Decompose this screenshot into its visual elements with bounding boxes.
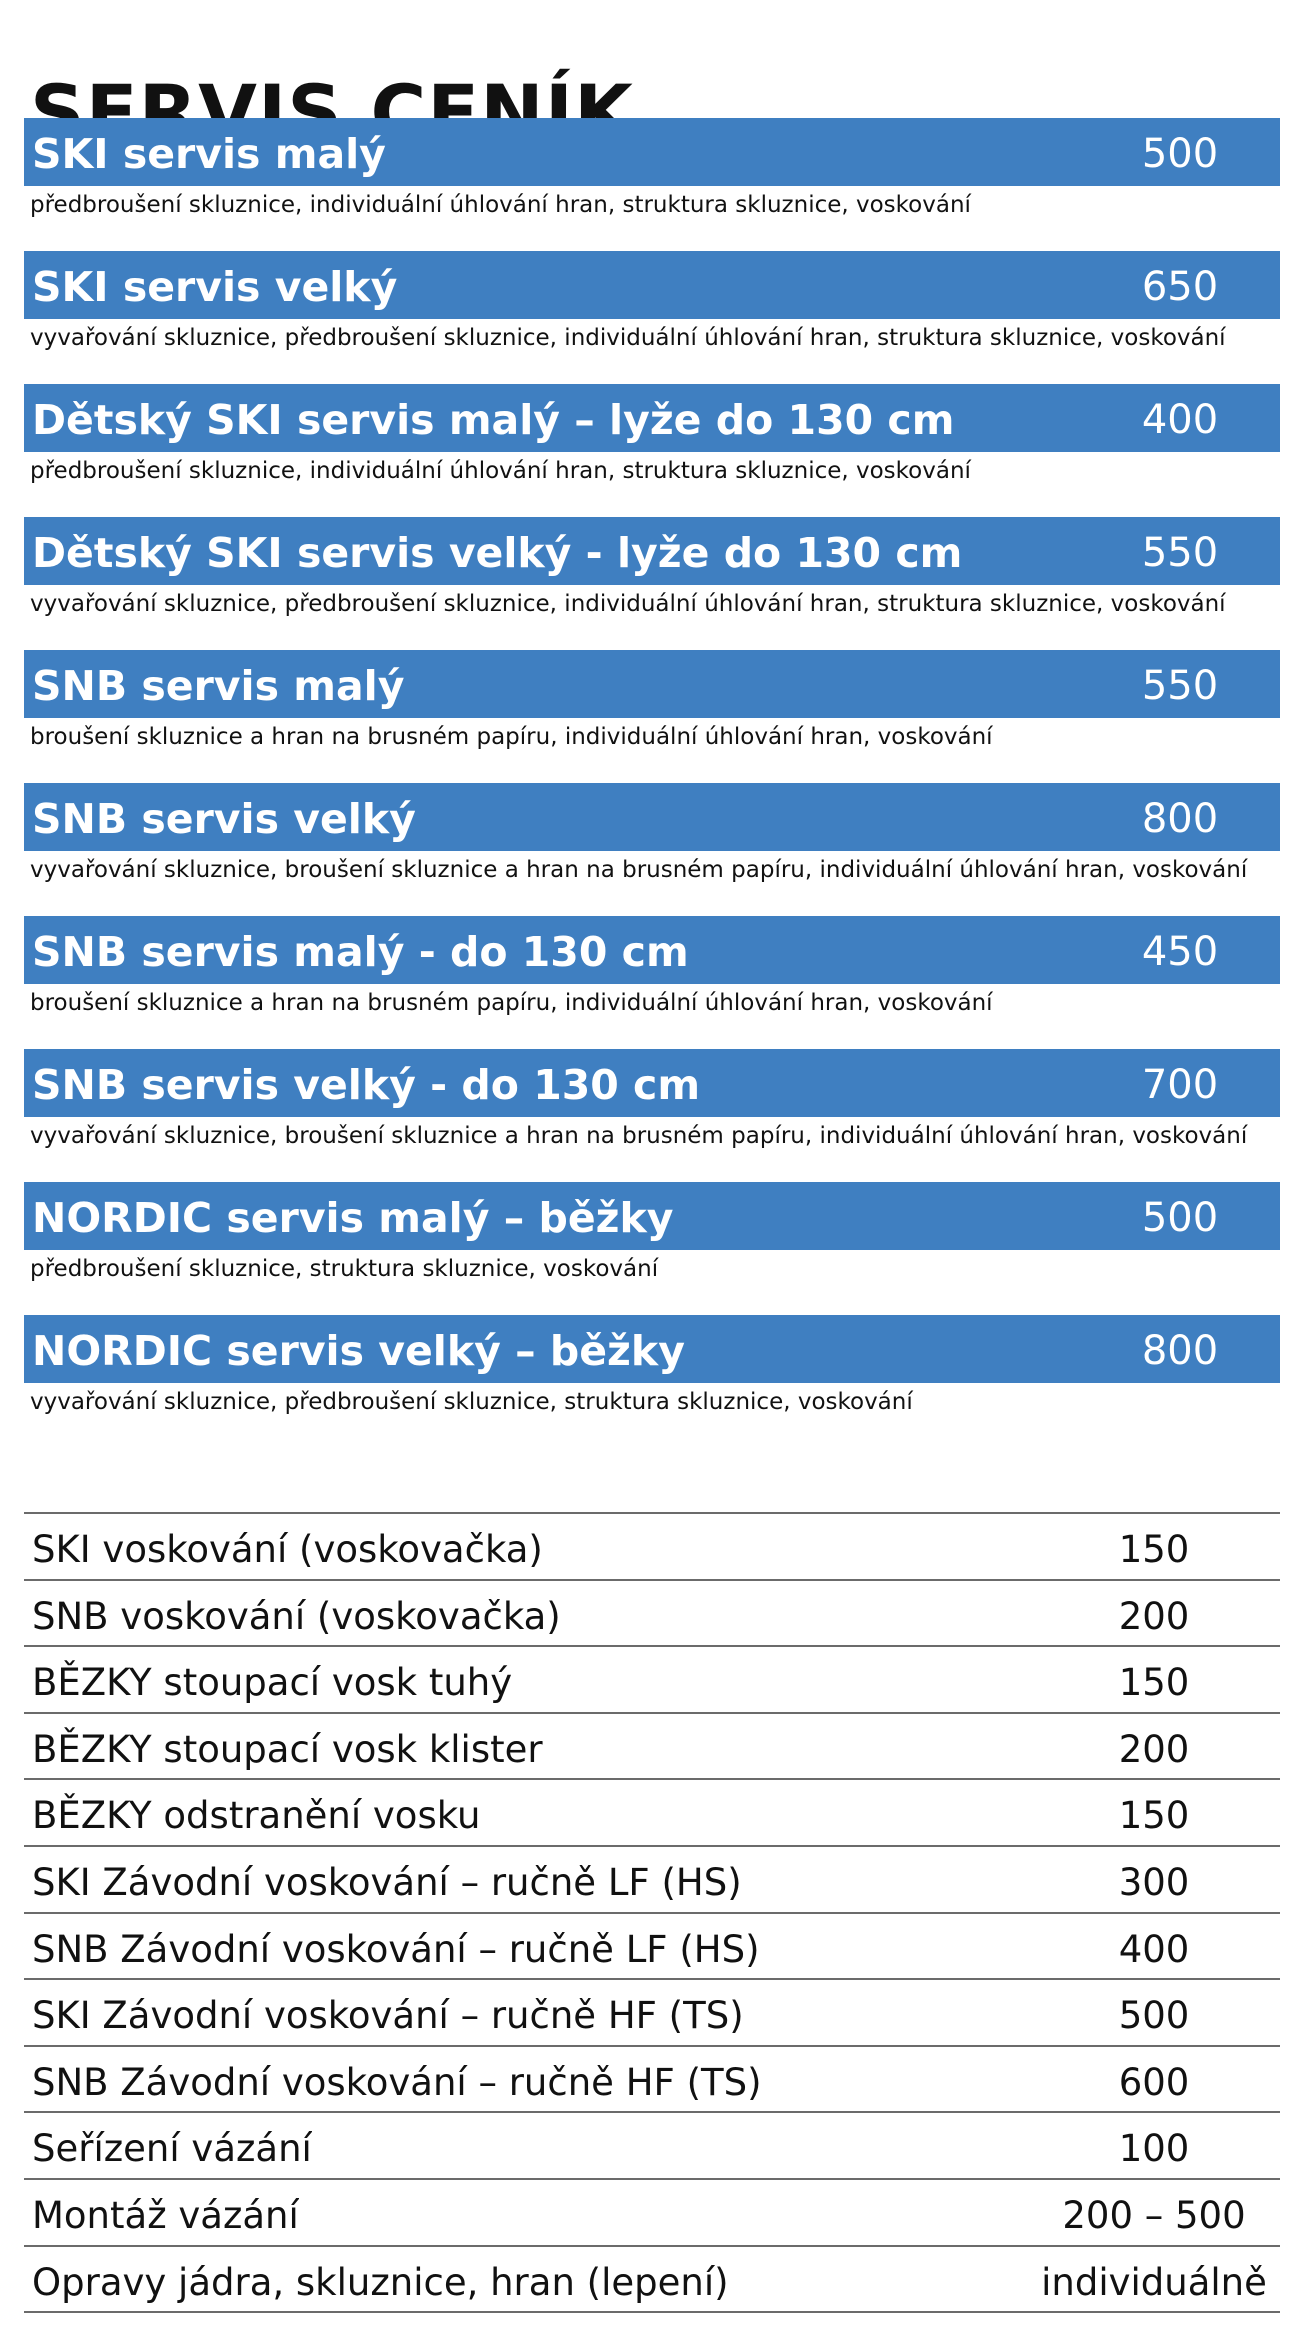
price-row: Opravy jádra, skluznice, hran (lepení) in… bbox=[24, 2247, 1280, 2314]
service-header-bar: SNB servis malý 550 bbox=[24, 650, 1280, 718]
price-row: SNB voskování (voskovačka) 200 bbox=[24, 1581, 1280, 1648]
service-header-bar: Dětský SKI servis malý – lyže do 130 cm 4… bbox=[24, 384, 1280, 452]
service-item: SNB servis malý - do 130 cm 450 broušení s… bbox=[24, 916, 1280, 1049]
price-row-name: BĚZKY odstranění vosku bbox=[32, 1794, 481, 1838]
service-name: SNB servis velký bbox=[32, 795, 416, 843]
service-description: předbroušení skluznice, individuální úhl… bbox=[30, 458, 971, 484]
price-row-name: SNB Závodní voskování – ručně LF (HS) bbox=[32, 1927, 760, 1971]
service-item: SNB servis velký 800 vyvařování skluznice,… bbox=[24, 783, 1280, 916]
service-description: vyvařování skluznice, předbroušení skluz… bbox=[30, 591, 1226, 617]
price-row-price: 150 bbox=[1118, 1794, 1190, 1838]
price-row-name: SKI Závodní voskování – ručně HF (TS) bbox=[32, 1994, 744, 2038]
service-name: SKI servis velký bbox=[32, 263, 398, 311]
price-row: SKI Závodní voskování – ručně HF (TS) 500 bbox=[24, 1980, 1280, 2047]
price-row: SKI Závodní voskování – ručně LF (HS) 300 bbox=[24, 1847, 1280, 1914]
service-name: SNB servis malý - do 130 cm bbox=[32, 928, 689, 976]
service-price: 500 bbox=[1141, 131, 1219, 177]
price-row: SNB Závodní voskování – ručně LF (HS) 400 bbox=[24, 1914, 1280, 1981]
service-name: Dětský SKI servis velký - lyže do 130 cm bbox=[32, 529, 963, 577]
price-row-name: SNB Závodní voskování – ručně HF (TS) bbox=[32, 2060, 762, 2104]
price-row: BĚZKY odstranění vosku 150 bbox=[24, 1780, 1280, 1847]
service-item: SKI servis velký 650 vyvařování skluznice,… bbox=[24, 251, 1280, 384]
service-name: SKI servis malý bbox=[32, 130, 386, 178]
service-header-bar: SNB servis malý - do 130 cm 450 bbox=[24, 916, 1280, 984]
service-price: 550 bbox=[1141, 530, 1219, 576]
service-description: broušení skluznice a hran na brusném pap… bbox=[30, 990, 993, 1016]
price-row-name: Montáž vázání bbox=[32, 2193, 299, 2237]
service-item: Dětský SKI servis malý – lyže do 130 cm 4… bbox=[24, 384, 1280, 517]
service-header-bar: Dětský SKI servis velký - lyže do 130 cm… bbox=[24, 517, 1280, 585]
service-item: Dětský SKI servis velký - lyže do 130 cm… bbox=[24, 517, 1280, 650]
service-description: vyvařování skluznice, předbroušení skluz… bbox=[30, 1389, 913, 1415]
price-row-price: individuálně bbox=[1041, 2260, 1267, 2304]
price-row-price: 150 bbox=[1118, 1661, 1190, 1705]
price-row-price: 400 bbox=[1118, 1927, 1190, 1971]
additional-price-list: SKI voskování (voskovačka) 150 SNB vosková… bbox=[24, 1512, 1280, 2314]
service-price: 500 bbox=[1141, 1195, 1219, 1241]
service-description: vyvařování skluznice, předbroušení skluz… bbox=[30, 325, 1226, 351]
price-row-price: 200 – 500 bbox=[1062, 2193, 1246, 2237]
price-row: Montáž vázání 200 – 500 bbox=[24, 2180, 1280, 2247]
service-item: NORDIC servis malý – běžky 500 předbroušen… bbox=[24, 1182, 1280, 1315]
price-row-price: 500 bbox=[1118, 1994, 1190, 2038]
service-header-bar: NORDIC servis velký – běžky 800 bbox=[24, 1315, 1280, 1383]
price-row-name: Opravy jádra, skluznice, hran (lepení) bbox=[32, 2260, 729, 2304]
price-row-price: 150 bbox=[1118, 1528, 1190, 1571]
service-description: vyvařování skluznice, broušení skluznice… bbox=[30, 857, 1248, 883]
price-row-name: SKI Závodní voskování – ručně LF (HS) bbox=[32, 1860, 742, 1904]
service-price: 700 bbox=[1141, 1062, 1219, 1108]
price-row-price: 100 bbox=[1118, 2127, 1190, 2171]
price-row-price: 600 bbox=[1118, 2060, 1190, 2104]
service-price: 650 bbox=[1141, 264, 1219, 310]
service-name: NORDIC servis malý – běžky bbox=[32, 1194, 674, 1242]
service-packages: SKI servis malý 500 předbroušení skluznice… bbox=[24, 118, 1280, 1448]
service-price: 800 bbox=[1141, 1328, 1219, 1374]
service-description: vyvařování skluznice, broušení skluznice… bbox=[30, 1123, 1248, 1149]
service-header-bar: SKI servis velký 650 bbox=[24, 251, 1280, 319]
service-name: NORDIC servis velký – běžky bbox=[32, 1327, 685, 1375]
price-row: BĚZKY stoupací vosk klister 200 bbox=[24, 1714, 1280, 1781]
service-name: SNB servis malý bbox=[32, 662, 405, 710]
service-item: SKI servis malý 500 předbroušení skluznice… bbox=[24, 118, 1280, 251]
price-row: SNB Závodní voskování – ručně HF (TS) 600 bbox=[24, 2047, 1280, 2114]
service-price: 450 bbox=[1141, 929, 1219, 975]
service-description: předbroušení skluznice, struktura skluzn… bbox=[30, 1256, 659, 1282]
price-row: SKI voskování (voskovačka) 150 bbox=[24, 1514, 1280, 1581]
price-row-name: BĚZKY stoupací vosk tuhý bbox=[32, 1661, 513, 1705]
service-header-bar: SKI servis malý 500 bbox=[24, 118, 1280, 186]
price-row-name: SNB voskování (voskovačka) bbox=[32, 1594, 561, 1638]
service-price: 800 bbox=[1141, 796, 1219, 842]
service-name: SNB servis velký - do 130 cm bbox=[32, 1061, 701, 1109]
price-row: Seřízení vázání 100 bbox=[24, 2113, 1280, 2180]
service-header-bar: SNB servis velký 800 bbox=[24, 783, 1280, 851]
service-description: broušení skluznice a hran na brusném pap… bbox=[30, 724, 993, 750]
service-item: SNB servis malý 550 broušení skluznice a h… bbox=[24, 650, 1280, 783]
price-row-price: 300 bbox=[1118, 1860, 1190, 1904]
price-row-name: SKI voskování (voskovačka) bbox=[32, 1528, 543, 1571]
service-item: SNB servis velký - do 130 cm 700 vyvařován… bbox=[24, 1049, 1280, 1182]
price-row: BĚZKY stoupací vosk tuhý 150 bbox=[24, 1647, 1280, 1714]
price-row-name: BĚZKY stoupací vosk klister bbox=[32, 1727, 543, 1771]
service-item: NORDIC servis velký – běžky 800 vyvařování… bbox=[24, 1315, 1280, 1448]
price-row-price: 200 bbox=[1118, 1727, 1190, 1771]
service-name: Dětský SKI servis malý – lyže do 130 cm bbox=[32, 396, 955, 444]
service-description: předbroušení skluznice, individuální úhl… bbox=[30, 192, 971, 218]
service-header-bar: NORDIC servis malý – běžky 500 bbox=[24, 1182, 1280, 1250]
service-price: 550 bbox=[1141, 663, 1219, 709]
service-price: 400 bbox=[1141, 397, 1219, 443]
price-row-name: Seřízení vázání bbox=[32, 2127, 312, 2171]
service-header-bar: SNB servis velký - do 130 cm 700 bbox=[24, 1049, 1280, 1117]
price-row-price: 200 bbox=[1118, 1594, 1190, 1638]
